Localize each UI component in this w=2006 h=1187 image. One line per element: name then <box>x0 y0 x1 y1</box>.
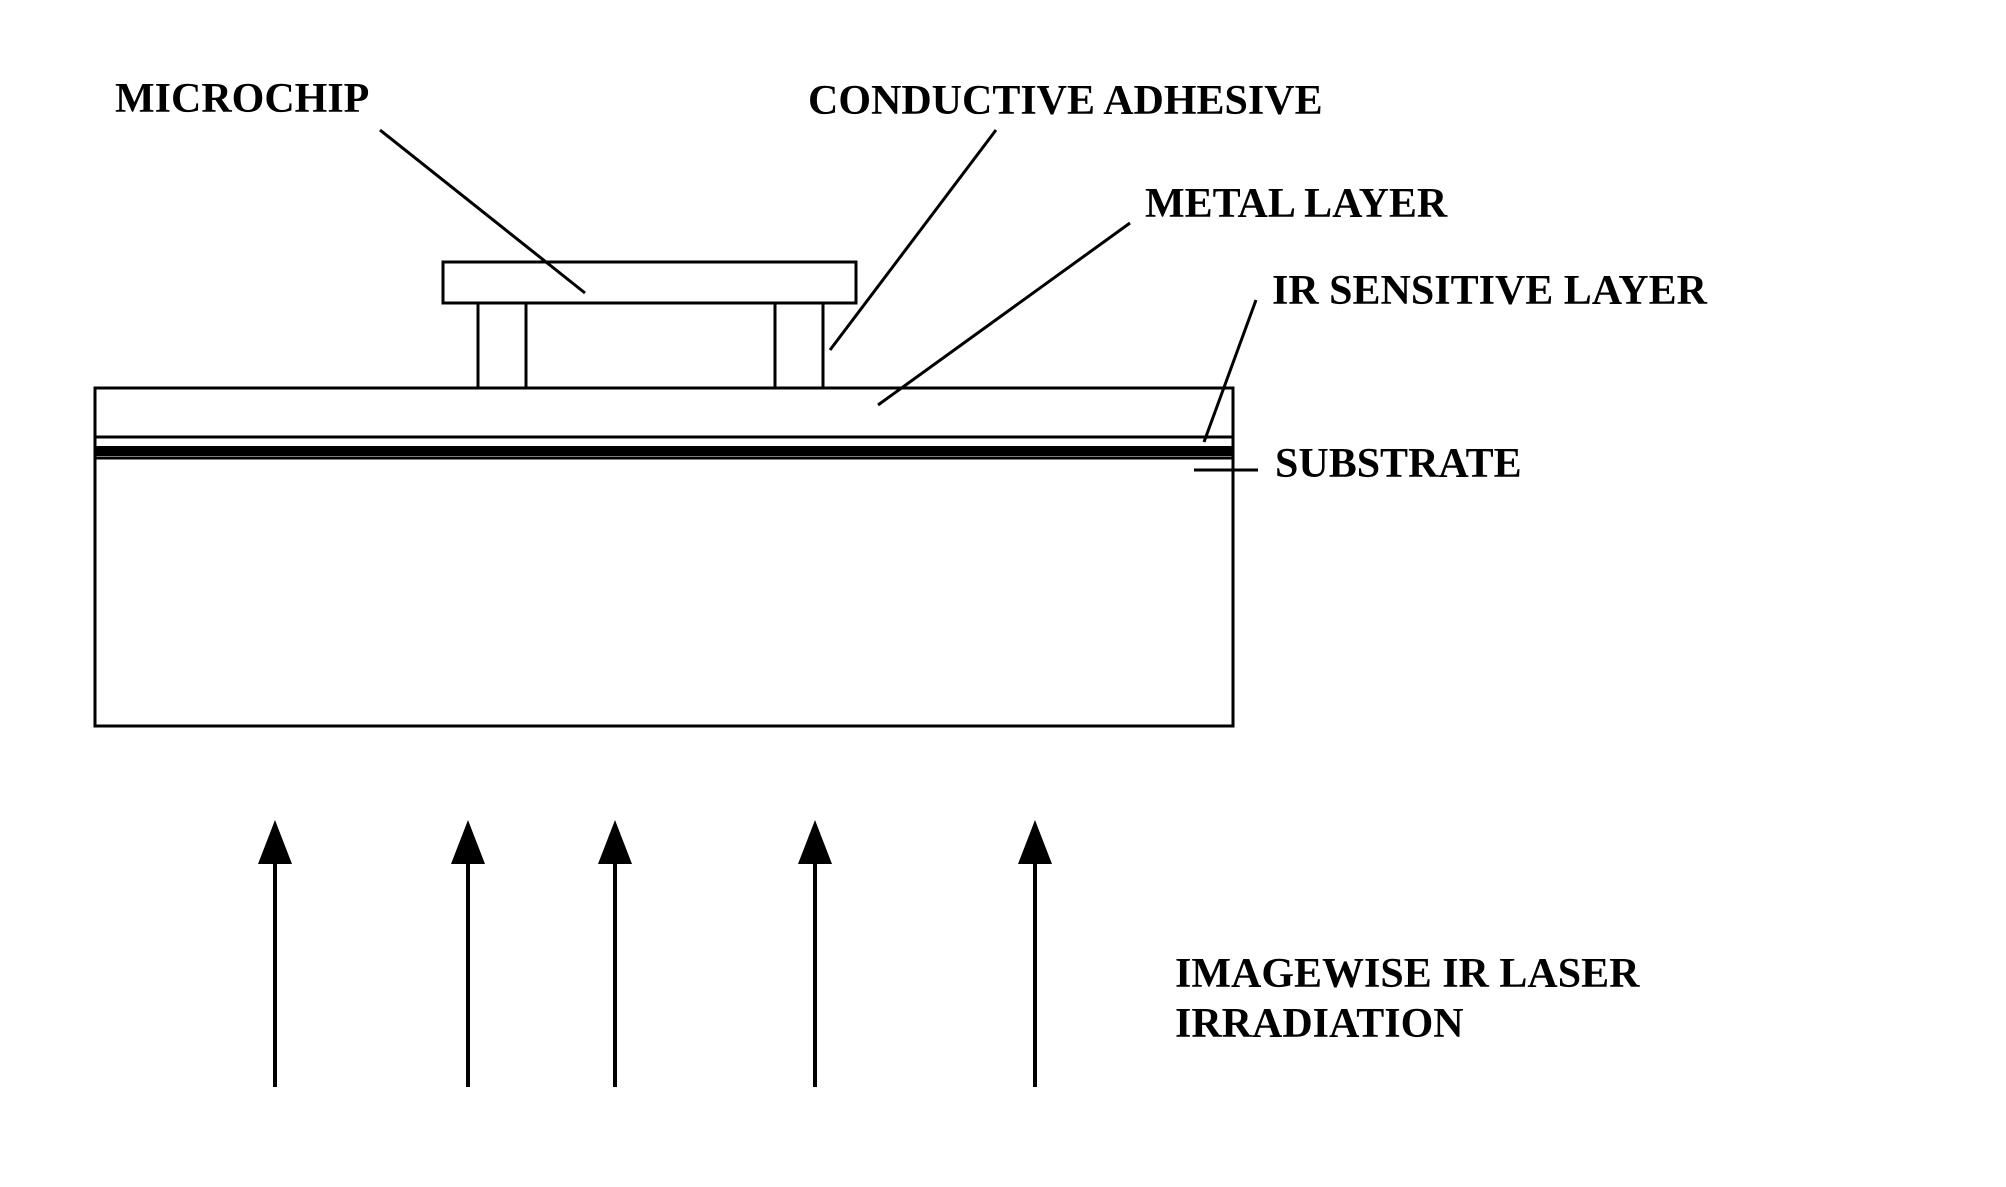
label-substrate: SUBSTRATE <box>1275 440 1522 488</box>
substrate-layer <box>95 458 1233 726</box>
ir-sensitive-fill <box>95 446 1233 456</box>
ir-arrow-head-1 <box>451 820 485 864</box>
conductive-adhesive-left <box>478 303 526 388</box>
label-conductive-adhesive: CONDUCTIVE ADHESIVE <box>808 77 1323 125</box>
ir-arrow-head-2 <box>598 820 632 864</box>
ir-arrow-head-0 <box>258 820 292 864</box>
ir-arrow-head-3 <box>798 820 832 864</box>
microchip-layer <box>443 262 856 303</box>
metal-layer <box>95 388 1233 437</box>
conductive-adhesive-right <box>775 303 823 388</box>
diagram-canvas <box>0 0 2006 1187</box>
label-irradiation-line1: IMAGEWISE IR LASER <box>1175 950 1639 998</box>
label-metal-layer: METAL LAYER <box>1145 180 1447 228</box>
label-irradiation-line2: IRRADIATION <box>1175 1000 1464 1048</box>
leader-conductive-adhesive <box>830 130 996 350</box>
ir-arrow-head-4 <box>1018 820 1052 864</box>
leader-metal-layer <box>878 223 1130 405</box>
label-ir-sensitive-layer: IR SENSITIVE LAYER <box>1272 267 1707 315</box>
label-microchip: MICROCHIP <box>115 75 369 123</box>
